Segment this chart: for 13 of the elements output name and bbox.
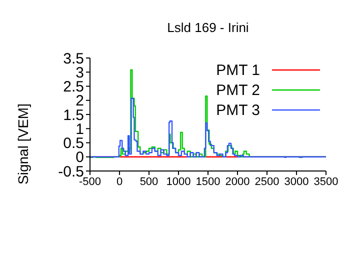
legend-label: PMT 2 <box>216 82 260 98</box>
x-tick-label: 1000 <box>166 176 191 188</box>
x-tick-label: 2000 <box>225 176 250 188</box>
x-tick-label: 500 <box>140 176 158 188</box>
y-axis-title: Signal [VEM] <box>15 102 31 186</box>
legend-label: PMT 1 <box>216 62 260 78</box>
x-tick-label: 3500 <box>314 176 338 188</box>
chart-title: Lsld 169 - Irini <box>166 20 250 35</box>
x-tick-label: 3000 <box>284 176 309 188</box>
x-tick-label: 2500 <box>254 176 280 188</box>
x-tick-label: 1500 <box>196 176 220 188</box>
legend-label: PMT 3 <box>216 102 260 118</box>
x-tick-label: 0 <box>116 176 123 188</box>
